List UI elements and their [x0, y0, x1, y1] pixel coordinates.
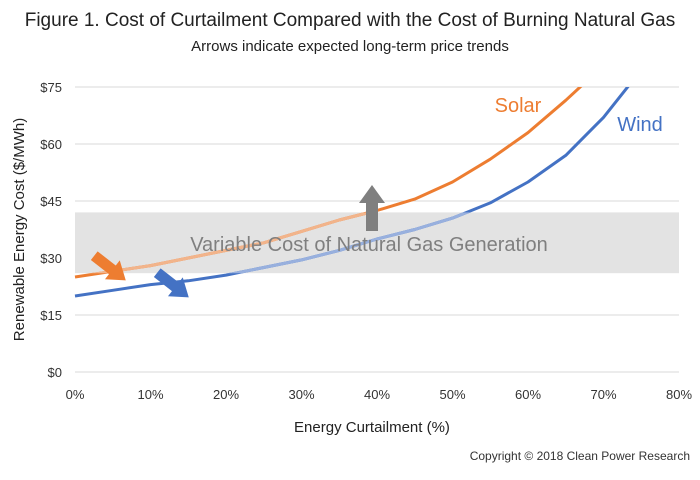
x-tick-label: 70%: [590, 387, 616, 402]
x-tick-label: 20%: [213, 387, 239, 402]
solar-series-label: Solar: [495, 95, 542, 117]
x-tick-label: 0%: [66, 387, 85, 402]
natural-gas-band-label: Variable Cost of Natural Gas Generation: [190, 234, 548, 256]
solar-series-line-faded: [90, 212, 376, 274]
y-axis-title: Renewable Energy Cost ($/MWh): [11, 118, 28, 341]
y-tick-label: $75: [40, 80, 62, 95]
gas-price-arrow: [359, 185, 385, 231]
y-tick-label: $30: [40, 251, 62, 266]
chart-subtitle: Arrows indicate expected long-term price…: [191, 38, 509, 55]
solar-price-arrow: [90, 251, 126, 281]
wind-series-line-faded: [227, 212, 471, 274]
y-tick-label: $45: [40, 194, 62, 209]
x-tick-label: 50%: [439, 387, 465, 402]
x-axis-title: Energy Curtailment (%): [294, 419, 450, 436]
copyright-note: Copyright © 2018 Clean Power Research: [469, 449, 690, 463]
x-tick-label: 30%: [288, 387, 314, 402]
x-tick-label: 10%: [137, 387, 163, 402]
y-tick-label: $15: [40, 308, 62, 323]
chart-title: Figure 1. Cost of Curtailment Compared w…: [24, 10, 676, 31]
wind-price-arrow: [153, 268, 189, 298]
wind-series-label: Wind: [617, 114, 663, 136]
y-tick-label: $0: [48, 365, 62, 380]
x-tick-label: 40%: [364, 387, 390, 402]
x-tick-label: 60%: [515, 387, 541, 402]
x-tick-label: 80%: [666, 387, 692, 402]
y-tick-label: $60: [40, 137, 62, 152]
